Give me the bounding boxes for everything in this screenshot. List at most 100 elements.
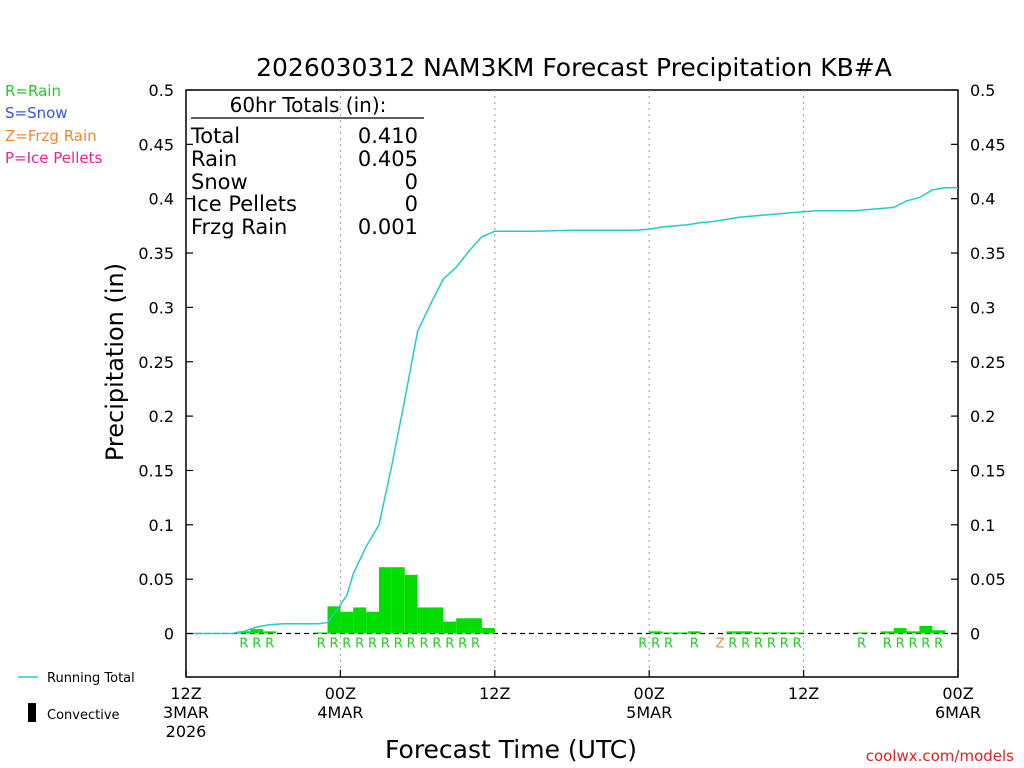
x-tick-label: 12Z — [788, 684, 819, 703]
precip-bar — [327, 606, 341, 634]
type-mark: R — [741, 637, 750, 652]
type-mark: R — [239, 637, 248, 652]
y-tick-label-right: 0.25 — [970, 353, 1006, 372]
y-tick-label-left: 0.05 — [138, 570, 174, 589]
running-total-label: Running Total — [47, 671, 135, 686]
type-mark: R — [638, 637, 647, 652]
convective-label: Convective — [47, 708, 120, 723]
precip-bar — [880, 631, 894, 634]
y-tick-label-left: 0.15 — [138, 461, 174, 480]
type-mark: R — [381, 637, 390, 652]
precip-bar — [443, 621, 457, 634]
type-mark: R — [420, 637, 429, 652]
type-mark: R — [934, 637, 943, 652]
precip-bar — [777, 632, 791, 634]
type-mark: R — [651, 637, 660, 652]
precip-bar — [456, 618, 470, 634]
y-tick-label-left: 0.2 — [149, 407, 174, 426]
x-tick-label: 2026 — [166, 722, 207, 741]
y-tick-label-left: 0.45 — [138, 135, 174, 154]
legend-ice-pellets: P=Ice Pellets — [5, 149, 102, 167]
plot-frame — [185, 89, 959, 678]
type-mark: R — [690, 637, 699, 652]
y-axis-ticks: 0.5 0.5 0.45 0.45 0.4 0.4 0.35 0.35 0.3 0.3 0.25 0.… — [138, 81, 1005, 644]
x-tick-label: 00Z — [325, 684, 356, 703]
y-tick-label-right: 0.1 — [970, 516, 995, 535]
type-mark: R — [767, 637, 776, 652]
x-tick-label: 4MAR — [317, 703, 363, 722]
type-mark: R — [432, 637, 441, 652]
type-mark: R — [921, 637, 930, 652]
y-tick-label-left: 0.25 — [138, 353, 174, 372]
footer-credit: coolwx.com/models — [866, 747, 1014, 765]
type-mark: R — [754, 637, 763, 652]
totals-value-rain: 0.405 — [358, 147, 418, 171]
precip-bar — [932, 630, 946, 634]
chart-title: 2026030312 NAM3KM Forecast Precipitation… — [256, 53, 892, 82]
x-tick-label: 00Z — [634, 684, 665, 703]
y-tick-label-left: 0.35 — [138, 244, 174, 263]
y-tick-label-right: 0.45 — [970, 135, 1006, 154]
y-tick-label-left: 0.3 — [149, 298, 174, 317]
precip-bar — [391, 567, 405, 634]
x-axis-label: Forecast Time (UTC) — [385, 735, 637, 764]
totals-label-ice-pellets: Ice Pellets — [191, 192, 297, 216]
precip-bar — [366, 611, 379, 634]
type-mark: R — [896, 637, 905, 652]
type-mark: R — [342, 637, 351, 652]
x-tick-label: 12Z — [479, 684, 510, 703]
x-tick-label: 6MAR — [935, 703, 981, 722]
type-mark: R — [780, 637, 789, 652]
gridlines — [339, 90, 805, 677]
totals-header: 60hr Totals (in): — [230, 93, 387, 117]
convective-swatch — [28, 703, 36, 722]
bars — [237, 567, 946, 634]
precip-bar — [726, 631, 740, 634]
precip-bar — [687, 631, 701, 634]
totals-box: 60hr Totals (in): Total 0.410 Rain 0.405… — [190, 93, 424, 239]
y-tick-label-right: 0.35 — [970, 244, 1006, 263]
y-tick-label-right: 0.4 — [970, 190, 995, 209]
type-mark: R — [252, 637, 261, 652]
precip-bar — [649, 631, 663, 634]
y-tick-label-right: 0.05 — [970, 570, 1006, 589]
x-tick-label: 12Z — [170, 684, 201, 703]
x-tick-label: 5MAR — [626, 703, 672, 722]
precip-bar — [855, 632, 868, 634]
type-mark: R — [329, 637, 338, 652]
precip-bar — [263, 631, 277, 634]
x-tick-label: 00Z — [942, 684, 973, 703]
y-tick-label-right: 0.5 — [970, 81, 995, 100]
type-mark: R — [458, 637, 467, 652]
y-tick-label-right: 0.3 — [970, 298, 995, 317]
type-mark: R — [728, 637, 737, 652]
precip-bar — [893, 628, 907, 634]
y-tick-label-left: 0 — [164, 625, 174, 644]
y-tick-label-right: 0.2 — [970, 407, 995, 426]
y-tick-label-right: 0.15 — [970, 461, 1006, 480]
y-axis-label: Precipitation (in) — [101, 263, 129, 461]
precip-bar — [919, 625, 933, 634]
totals-label-snow: Snow — [191, 170, 248, 194]
type-mark: R — [664, 637, 673, 652]
precip-bar — [481, 628, 495, 634]
totals-value-frzg-rain: 0.001 — [358, 215, 418, 239]
precip-bar — [906, 631, 920, 634]
totals-value-ice-pellets: 0 — [405, 192, 418, 216]
legend-rain: R=Rain — [5, 82, 61, 100]
precip-bar — [314, 632, 328, 634]
totals-label-total: Total — [190, 124, 240, 148]
type-mark: R — [857, 637, 866, 652]
precip-bar — [353, 607, 367, 634]
precip-bar — [237, 631, 251, 634]
type-mark: R — [793, 637, 802, 652]
y-tick-label-left: 0.5 — [149, 81, 174, 100]
precip-bar — [469, 618, 482, 634]
legend-frzg-rain: Z=Frzg Rain — [5, 127, 97, 145]
precip-bar — [674, 632, 688, 634]
type-mark: R — [883, 637, 892, 652]
type-mark: R — [355, 637, 364, 652]
precip-bar — [430, 607, 444, 634]
